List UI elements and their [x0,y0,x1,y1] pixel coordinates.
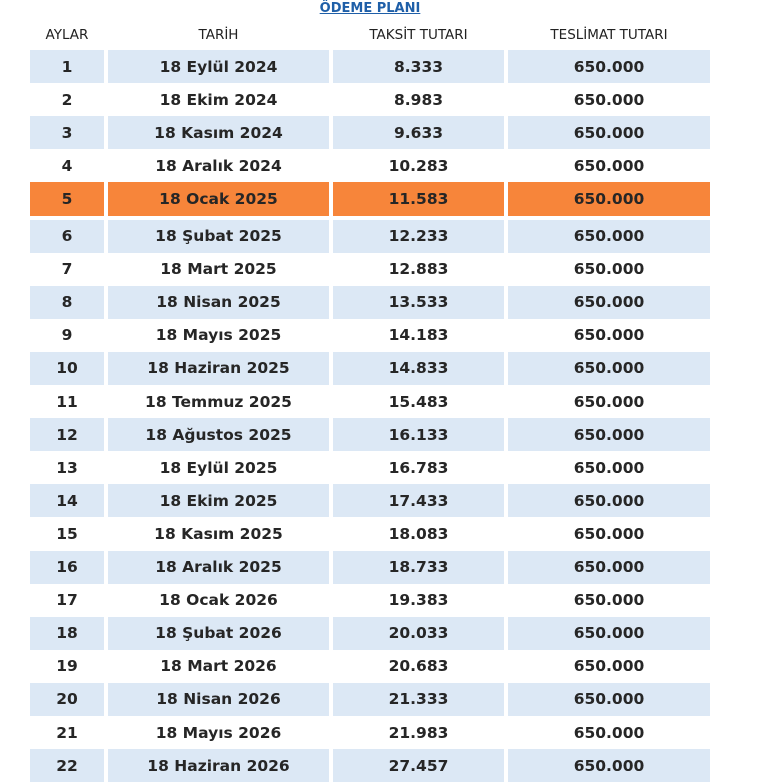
table-cell: 13 [56,458,78,477]
table-cell: 650.000 [573,392,645,411]
table-cell: 650.000 [573,524,645,543]
table-cell: 14.183 [388,326,449,345]
table-cell: 650.000 [508,418,710,452]
table-cell: 18 Aralık 2024 [155,156,282,175]
table-cell: 9.633 [333,116,504,150]
table-cell: 650.000 [573,326,645,345]
table-cell: 18 Şubat 2026 [108,616,329,650]
table-cell: 18 Ekim 2024 [159,90,278,109]
table-cell: 18 Kasım 2024 [108,116,329,150]
table-cell: 650.000 [508,550,710,584]
table-cell: 3 [30,116,104,150]
table-cell: 16.783 [388,458,449,477]
table-cell: 12.233 [333,219,504,253]
table-cell: 11 [56,392,78,411]
table-cell: 14 [30,484,104,518]
table-cell: 8 [30,285,104,319]
table-cell: 18 Mart 2026 [160,657,277,676]
table-cell: 17.433 [333,484,504,518]
table-cell: 2 [61,90,73,109]
table-cell: 12.883 [388,260,449,279]
table-cell: 8.333 [333,50,504,83]
table-cell: 18 Ocak 2025 [108,182,329,217]
table-cell: 11.583 [333,182,504,217]
table-cell: 20.033 [333,616,504,650]
table-cell: 21.333 [333,682,504,716]
table-cell: 18 [30,616,104,650]
table-cell: 13.533 [333,285,504,319]
table-cell: 18.083 [388,524,449,543]
title: ÖDEME PLANI [319,1,421,16]
table-cell: 18 Ocak 2026 [159,591,278,610]
table-cell: 18 Mart 2025 [160,260,277,279]
table-cell: 650.000 [573,723,645,742]
table-cell: 18 Ağustos 2025 [108,418,329,452]
table-cell: 9 [61,326,73,345]
table-cell: 20.683 [388,657,449,676]
table-cell: 18 Mayıs 2026 [155,723,282,742]
table-cell: 18 Haziran 2025 [108,351,329,385]
table-cell: 650.000 [508,182,710,217]
table-cell: 6 [30,219,104,253]
table-cell: 18 Nisan 2025 [108,285,329,319]
table-cell: 7 [61,260,73,279]
table-cell: 650.000 [508,484,710,518]
table-cell: 18 Mayıs 2025 [155,326,282,345]
table-cell: 650.000 [508,351,710,385]
header-cell: TAKSİT TUTARI [369,27,468,43]
table-cell: 15 [56,524,78,543]
table-cell: 650.000 [573,156,645,175]
table-cell: 10.283 [388,156,449,175]
header-cell: TESLİMAT TUTARI [550,27,668,43]
table-cell: 15.483 [388,392,449,411]
table-cell: 650.000 [508,116,710,150]
table-cell: 650.000 [573,591,645,610]
table-cell: 19.383 [388,591,449,610]
table-cell: 650.000 [573,260,645,279]
table-cell: 650.000 [573,657,645,676]
table-cell: 18 Temmuz 2025 [145,392,292,411]
table-cell: 650.000 [508,50,710,83]
table-cell: 8.983 [393,90,444,109]
table-cell: 18 Kasım 2025 [154,524,283,543]
table-cell: 21.983 [388,723,449,742]
table-cell: 20 [30,682,104,716]
table-cell: 650.000 [508,749,710,782]
table-cell: 650.000 [573,90,645,109]
table-cell: 10 [30,351,104,385]
table-cell: 12 [30,418,104,452]
table-cell: 4 [61,156,73,175]
table-cell: 650.000 [508,219,710,253]
header-cell: TARİH [198,27,239,43]
table-cell: 19 [56,657,78,676]
table-cell: 18 Eylül 2024 [108,50,329,83]
table-cell: 18 Aralık 2025 [108,550,329,584]
table-cell: 27.457 [333,749,504,782]
table-cell: 21 [56,723,78,742]
table-cell: 16 [30,550,104,584]
table-cell: 18 Şubat 2025 [108,219,329,253]
table-cell: 1 [30,50,104,83]
table-cell: 5 [30,182,104,217]
table-cell: 18 Ekim 2025 [108,484,329,518]
table-cell: 18 Eylül 2025 [159,458,278,477]
table-cell: 650.000 [573,458,645,477]
table-cell: 650.000 [508,616,710,650]
table-cell: 18 Haziran 2026 [108,749,329,782]
table-cell: 650.000 [508,682,710,716]
table-cell: 14.833 [333,351,504,385]
table-cell: 18.733 [333,550,504,584]
table-cell: 16.133 [333,418,504,452]
table-cell: 17 [56,591,78,610]
table-cell: 22 [30,749,104,782]
header-cell: AYLAR [45,27,89,43]
table-cell: 650.000 [508,285,710,319]
table-cell: 18 Nisan 2026 [108,682,329,716]
